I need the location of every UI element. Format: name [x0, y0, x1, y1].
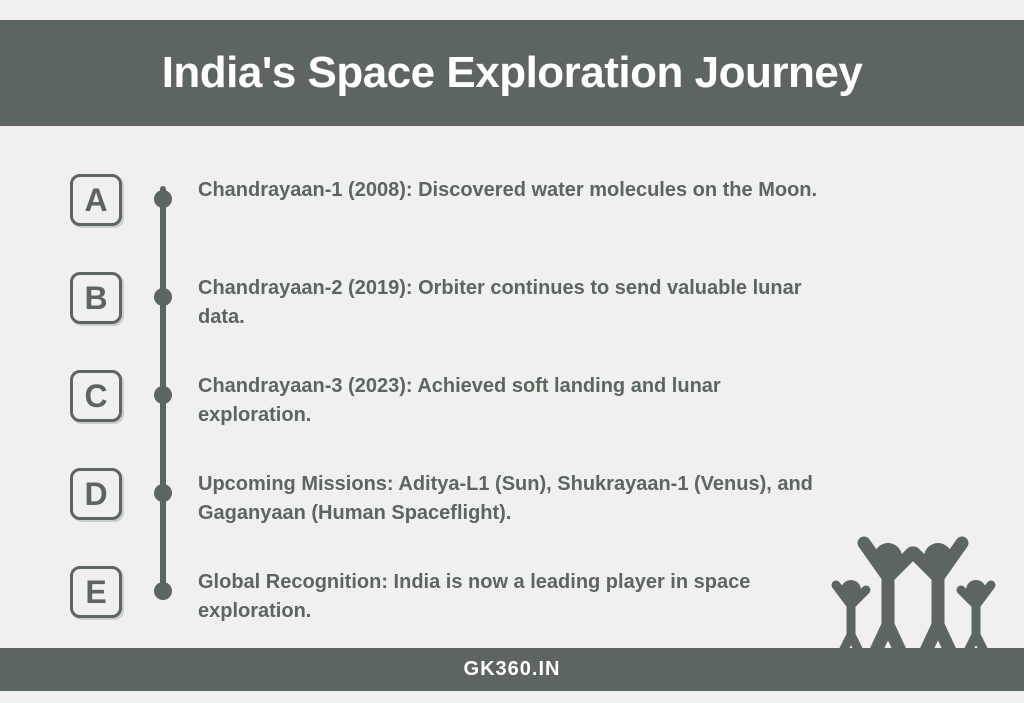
header-bar: India's Space Exploration Journey: [0, 20, 1024, 126]
footer-text: GK360.IN: [0, 658, 1024, 681]
timeline-text: Chandrayaan-3 (2023): Achieved soft land…: [180, 372, 954, 430]
people-celebrating-icon: [826, 515, 996, 655]
page-title: India's Space Exploration Journey: [40, 48, 984, 98]
timeline-letter-badge: B: [70, 272, 122, 324]
timeline-item: C Chandrayaan-3 (2023): Achieved soft la…: [180, 372, 954, 432]
timeline-text: Chandrayaan-2 (2019): Orbiter continues …: [180, 274, 954, 332]
timeline: A Chandrayaan-1 (2008): Discovered water…: [70, 176, 954, 628]
timeline-dot-icon: [154, 190, 172, 208]
timeline-item: B Chandrayaan-2 (2019): Orbiter continue…: [180, 274, 954, 334]
footer-bar: GK360.IN: [0, 648, 1024, 691]
timeline-item: A Chandrayaan-1 (2008): Discovered water…: [180, 176, 954, 236]
timeline-letter-badge: E: [70, 566, 122, 618]
timeline-letter-badge: C: [70, 370, 122, 422]
timeline-letter-badge: D: [70, 468, 122, 520]
timeline-dot-icon: [154, 582, 172, 600]
timeline-dot-icon: [154, 386, 172, 404]
timeline-text: Chandrayaan-1 (2008): Discovered water m…: [180, 176, 937, 205]
timeline-letter-badge: A: [70, 174, 122, 226]
timeline-dot-icon: [154, 288, 172, 306]
timeline-dot-icon: [154, 484, 172, 502]
